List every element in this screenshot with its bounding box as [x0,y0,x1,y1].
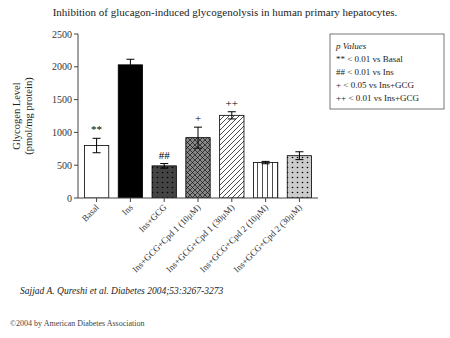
error-cap [93,138,101,139]
error-stem [130,59,131,70]
x-tick-label: Ins+GCG+Cpd 1 (10μM) [130,202,202,274]
annotation: ++ [226,97,238,109]
text-box-line: + < 0.05 vs Ins+GCG [336,80,414,90]
bar [253,163,277,198]
x-tick-label: Ins [120,202,135,217]
error-cap [262,161,270,162]
bar-hatch [152,166,176,198]
error-bar [194,127,202,148]
error-cap [295,159,303,160]
error-bar [126,59,134,70]
x-tick-label: Ins+GCG [137,202,169,234]
error-bar [160,164,168,169]
x-tick [231,198,232,202]
error-stem [164,164,165,169]
x-tick [299,198,300,202]
x-tick [164,198,165,202]
error-cap [262,163,270,164]
text-box-line: ++ < 0.01 vs Ins+GCG [336,93,420,103]
error-cap [126,59,134,60]
annotation: ** [91,123,102,135]
error-cap [93,152,101,153]
y-tick-label: 500 [57,160,72,171]
text-box-line: p Values [335,41,367,51]
y-tick [74,34,78,35]
error-stem [299,152,300,160]
y-tick [74,99,78,100]
x-tick [130,198,131,202]
error-cap [126,70,134,71]
chart: Inhibition of glucagon-induced glycogeno… [0,0,450,338]
bar-hatch [287,156,311,198]
error-stem [96,138,97,152]
error-cap [160,168,168,169]
bar [220,115,244,198]
error-stem [231,112,232,119]
bar [118,65,142,198]
y-tick-label: 2500 [52,29,72,40]
y-tick-label: 0 [67,193,72,204]
y-tick [74,66,78,67]
annotation: + [195,112,201,124]
plot-area [84,59,311,198]
y-axis [78,34,79,198]
y-tick [74,165,78,166]
error-stem [198,127,199,148]
bar [84,146,108,198]
x-tick [198,198,199,202]
annotation: ## [159,149,171,161]
text-box-line: ## < 0.01 vs Ins [336,67,394,77]
title: Inhibition of glucagon-induced glycogeno… [53,6,398,18]
y-tick [74,132,78,133]
y-axis-label: Glycogen Level(pmol/mg protein) [11,77,35,155]
error-bar [93,138,101,152]
y-tick-label: 2000 [52,61,72,72]
copyright: ©2004 by American Diabetes Association [10,319,145,328]
bar-hatch [220,115,244,198]
text-box [330,34,444,109]
error-cap [160,163,168,164]
error-bar [295,152,303,160]
y-tick [74,198,78,199]
error-cap [228,111,236,112]
error-bar [262,161,270,163]
bar-hatch [253,163,277,198]
error-cap [194,127,202,128]
bar [287,156,311,198]
text-box-line: ** < 0.01 vs Basal [336,54,403,64]
x-tick-label: Ins+GCG+Cpd 2 (30μM) [232,202,304,274]
error-cap [194,148,202,149]
y-tick-label: 1000 [52,127,72,138]
y-axis-label-line: Glycogen Level [11,82,22,149]
x-tick-label: Ins+GCG+Cpd 1 (30μM) [164,202,236,274]
citation: Sajjad A. Qureshi et al. Diabetes 2004;5… [20,286,223,296]
x-tick [96,198,97,202]
y-tick-label: 1500 [52,94,72,105]
x-tick [265,198,266,202]
error-bar [228,112,236,119]
error-cap [295,151,303,152]
x-tick-label: Basal [80,202,102,224]
y-axis-label-line: (pmol/mg protein) [23,77,35,155]
bar [152,166,176,198]
x-tick-label: Ins+GCG+Cpd 2 (10μM) [198,202,270,274]
error-cap [228,118,236,119]
